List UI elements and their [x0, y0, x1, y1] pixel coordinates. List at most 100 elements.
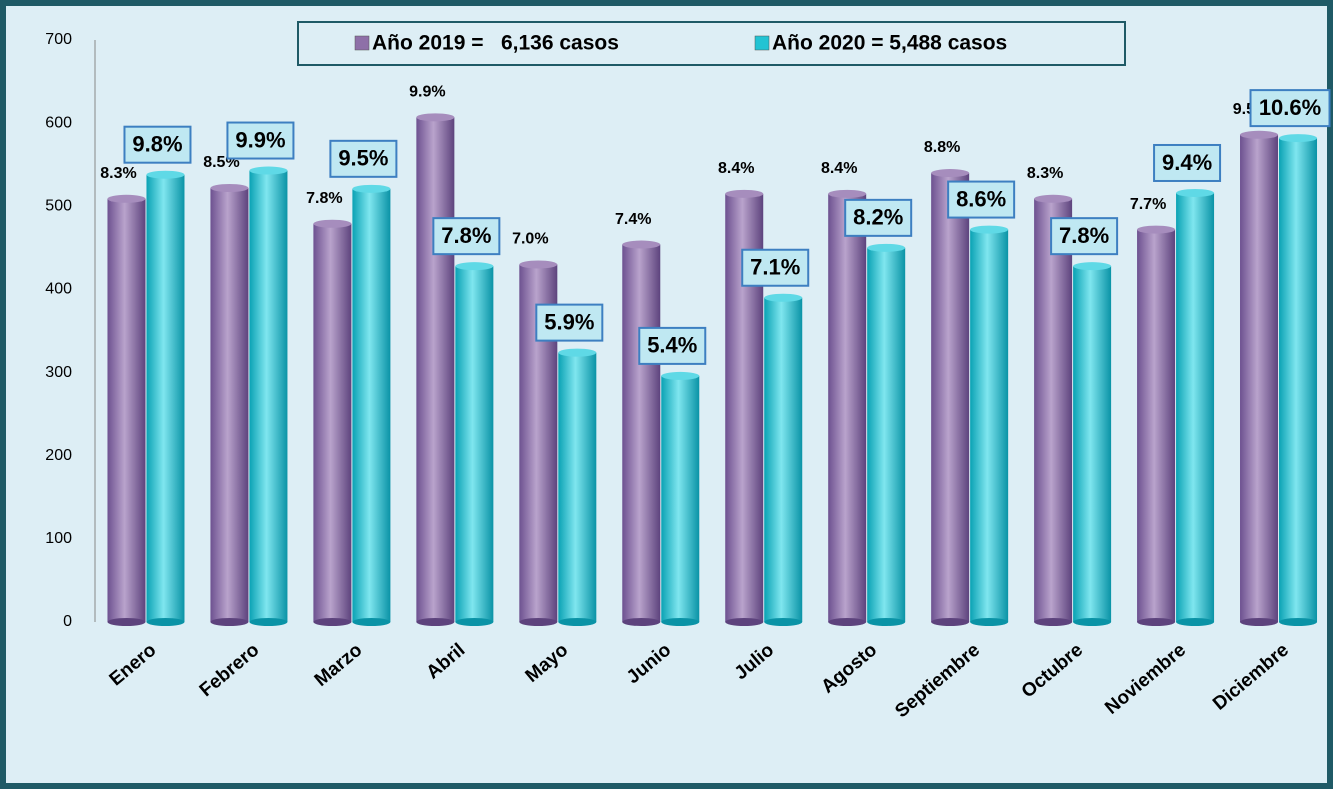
y-tick-label: 100: [45, 530, 72, 547]
percent-label: 7.8%: [441, 223, 491, 248]
bar-base: [1279, 618, 1318, 626]
bar-top: [1073, 262, 1112, 271]
bar: [455, 266, 494, 622]
bar: [558, 352, 597, 622]
bar: [249, 170, 288, 622]
bar: [210, 187, 249, 622]
percent-label: 5.9%: [544, 309, 594, 334]
percent-label: 8.3%: [100, 165, 136, 182]
percent-label: 9.8%: [132, 132, 182, 157]
bar-top: [352, 184, 391, 193]
bar-base: [1137, 618, 1176, 626]
bar-top: [1279, 134, 1318, 143]
percent-label: 8.4%: [718, 160, 754, 177]
bar-top: [416, 113, 455, 122]
y-tick-label: 500: [45, 198, 72, 215]
percent-label: 8.6%: [956, 186, 1006, 211]
percent-box: [432, 217, 501, 256]
bar-top: [146, 170, 185, 179]
percent-label: 9.9%: [235, 127, 285, 152]
bar-top: [519, 260, 558, 269]
percent-label: 5.4%: [647, 333, 697, 358]
bar-top: [1240, 130, 1279, 139]
bar-base: [970, 618, 1009, 626]
bar-base: [107, 618, 146, 626]
bar: [764, 297, 803, 622]
bar-base: [416, 618, 455, 626]
percent-label: 8.3%: [1027, 165, 1063, 182]
percent-box: [1050, 217, 1119, 256]
bar-base: [210, 618, 249, 626]
bar-base: [867, 618, 906, 626]
legend-swatch: [354, 35, 370, 51]
bar-top: [107, 194, 146, 203]
percent-label: 7.7%: [1130, 196, 1166, 213]
legend: [297, 21, 1126, 66]
bar: [622, 244, 661, 622]
bar-base: [249, 618, 288, 626]
percent-box: [535, 303, 604, 342]
bar-base: [1176, 618, 1215, 626]
bar-top: [1137, 225, 1176, 234]
percent-label: 9.5%: [338, 146, 388, 171]
bar-base: [146, 618, 185, 626]
percent-label: 7.4%: [615, 211, 651, 228]
percent-box: [226, 121, 295, 160]
percent-box: [741, 248, 810, 287]
bar: [352, 188, 391, 622]
bar: [1240, 134, 1279, 623]
bar: [867, 247, 906, 622]
y-tick-label: 700: [45, 31, 72, 48]
bar: [313, 223, 352, 622]
bar-base: [455, 618, 494, 626]
bar: [107, 198, 146, 622]
percent-label: 7.8%: [306, 190, 342, 207]
bar: [828, 193, 867, 623]
bar-top: [970, 225, 1009, 234]
bar-base: [352, 618, 391, 626]
percent-label: 7.8%: [1059, 223, 1109, 248]
bar-top: [725, 189, 764, 198]
percent-label: 8.4%: [821, 160, 857, 177]
bar: [416, 117, 455, 622]
percent-box: [844, 198, 913, 237]
legend-label: Año 2019 = 6,136 casos: [372, 32, 619, 55]
bar: [1176, 192, 1215, 623]
bar-base: [931, 618, 970, 626]
percent-label: 8.2%: [853, 205, 903, 230]
bar-top: [249, 166, 288, 175]
bar-base: [1034, 618, 1073, 626]
bar-top: [313, 219, 352, 228]
bar-base: [1073, 618, 1112, 626]
bar-top: [828, 189, 867, 198]
y-tick-label: 200: [45, 447, 72, 464]
bar-top: [455, 262, 494, 271]
percent-label: 10.6%: [1259, 95, 1321, 120]
bar-top: [764, 293, 803, 302]
bar-base: [313, 618, 352, 626]
bar-top: [1176, 188, 1215, 197]
bar-base: [558, 618, 597, 626]
y-tick-label: 600: [45, 114, 72, 131]
bar-top: [558, 348, 597, 357]
bar-top: [661, 371, 700, 380]
bar-base: [764, 618, 803, 626]
percent-box: [123, 125, 192, 164]
bar-top: [867, 243, 906, 252]
percent-label: 9.4%: [1162, 150, 1212, 175]
bar: [1279, 138, 1318, 622]
bar: [970, 229, 1009, 622]
percent-box: [947, 180, 1016, 219]
legend-swatch: [754, 35, 770, 51]
percent-label: 7.1%: [750, 255, 800, 280]
y-tick-label: 300: [45, 364, 72, 381]
bar-top: [931, 169, 970, 178]
percent-box: [1153, 143, 1222, 182]
bar-base: [519, 618, 558, 626]
bar-base: [661, 618, 700, 626]
bar: [1034, 198, 1073, 622]
bar-base: [1240, 618, 1279, 626]
bar: [1137, 229, 1176, 622]
